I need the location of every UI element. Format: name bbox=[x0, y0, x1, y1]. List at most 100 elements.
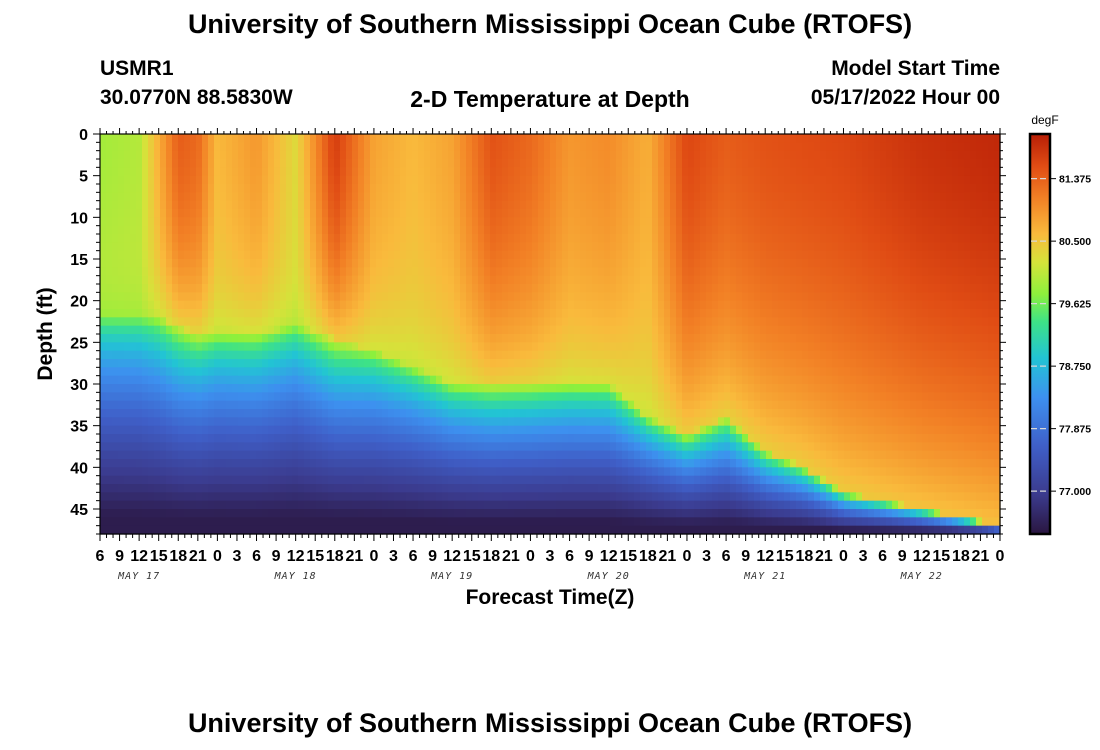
heatmap-cell bbox=[328, 250, 335, 260]
heatmap-cell bbox=[406, 142, 413, 152]
heatmap-cell bbox=[418, 525, 425, 535]
heatmap-cell bbox=[250, 409, 257, 418]
heatmap-cell bbox=[544, 134, 551, 143]
heatmap-cell bbox=[298, 342, 305, 352]
heatmap-cell bbox=[160, 275, 167, 285]
heatmap-cell bbox=[520, 250, 527, 260]
heatmap-cell bbox=[586, 434, 593, 443]
heatmap-cell bbox=[460, 342, 467, 352]
heatmap-cell bbox=[346, 400, 353, 410]
heatmap-cell bbox=[358, 242, 365, 252]
heatmap-cell bbox=[178, 325, 185, 335]
heatmap-cell bbox=[514, 259, 521, 268]
heatmap-cell bbox=[184, 317, 191, 327]
heatmap-cell bbox=[154, 300, 161, 310]
heatmap-cell bbox=[676, 467, 683, 477]
heatmap-cell bbox=[220, 300, 227, 310]
heatmap-cell bbox=[316, 342, 323, 352]
heatmap-cell bbox=[118, 150, 125, 160]
heatmap-cell bbox=[232, 142, 239, 152]
heatmap-cell bbox=[442, 217, 449, 227]
heatmap-cell bbox=[646, 159, 653, 168]
heatmap-cell bbox=[304, 192, 311, 202]
heatmap-cell bbox=[226, 400, 233, 410]
heatmap-cell bbox=[592, 517, 599, 527]
heatmap-cell bbox=[130, 267, 137, 277]
heatmap-cell bbox=[544, 442, 551, 452]
heatmap-cell bbox=[538, 267, 545, 277]
heatmap-cell bbox=[184, 425, 191, 435]
heatmap-cell bbox=[688, 509, 695, 518]
heatmap-cell bbox=[310, 300, 317, 310]
heatmap-cell bbox=[478, 267, 485, 277]
heatmap-cell bbox=[370, 509, 377, 518]
heatmap-cell bbox=[418, 317, 425, 327]
heatmap-cell bbox=[448, 192, 455, 202]
heatmap-cell bbox=[322, 150, 329, 160]
heatmap-cell bbox=[166, 409, 173, 418]
heatmap-cell bbox=[640, 259, 647, 268]
heatmap-cell bbox=[448, 209, 455, 218]
heatmap-cell bbox=[118, 392, 125, 402]
heatmap-cell bbox=[388, 192, 395, 202]
heatmap-cell bbox=[664, 267, 671, 277]
heatmap-cell bbox=[250, 417, 257, 427]
heatmap-cell bbox=[310, 492, 317, 502]
heatmap-cell bbox=[532, 500, 539, 510]
heatmap-cell bbox=[280, 417, 287, 427]
heatmap-cell bbox=[202, 350, 209, 360]
heatmap-cell bbox=[352, 225, 359, 235]
heatmap-cell bbox=[286, 259, 293, 268]
heatmap-cell bbox=[172, 417, 179, 427]
heatmap-cell bbox=[142, 142, 149, 152]
heatmap-cell bbox=[328, 175, 335, 185]
heatmap-cell bbox=[586, 284, 593, 293]
heatmap-cell bbox=[358, 134, 365, 143]
heatmap-cell bbox=[658, 425, 665, 435]
heatmap-cell bbox=[550, 159, 557, 168]
heatmap-cell bbox=[574, 175, 581, 185]
heatmap-cell bbox=[586, 459, 593, 468]
heatmap-cell bbox=[406, 350, 413, 360]
heatmap-cell bbox=[436, 275, 443, 285]
heatmap-cell bbox=[484, 500, 491, 510]
heatmap-cell bbox=[106, 409, 113, 418]
heatmap-cell bbox=[208, 134, 215, 143]
heatmap-cell bbox=[208, 325, 215, 335]
heatmap-cell bbox=[604, 367, 611, 377]
heatmap-cell bbox=[142, 384, 149, 393]
heatmap-cell bbox=[658, 517, 665, 527]
heatmap-cell bbox=[256, 225, 263, 235]
heatmap-cell bbox=[706, 517, 713, 527]
heatmap-cell bbox=[292, 484, 299, 493]
heatmap-cell bbox=[316, 242, 323, 252]
heatmap-cell bbox=[484, 450, 491, 460]
heatmap-cell bbox=[568, 509, 575, 518]
heatmap-cell bbox=[604, 342, 611, 352]
heatmap-cell bbox=[340, 442, 347, 452]
heatmap-cell bbox=[370, 459, 377, 468]
heatmap-cell bbox=[598, 167, 605, 177]
heatmap-cell bbox=[568, 150, 575, 160]
heatmap-cell bbox=[304, 425, 311, 435]
heatmap-cell bbox=[700, 175, 707, 185]
heatmap-cell bbox=[112, 300, 119, 310]
heatmap-cell bbox=[226, 184, 233, 193]
heatmap-cell bbox=[100, 384, 107, 393]
heatmap-cell bbox=[244, 384, 251, 393]
heatmap-cell bbox=[436, 384, 443, 393]
heatmap-cell bbox=[190, 284, 197, 293]
heatmap-cell bbox=[568, 217, 575, 227]
heatmap-cell bbox=[454, 200, 461, 210]
heatmap-cell bbox=[220, 234, 227, 243]
heatmap-cell bbox=[304, 309, 311, 318]
heatmap-cell bbox=[370, 284, 377, 293]
heatmap-cell bbox=[658, 200, 665, 210]
heatmap-cell bbox=[124, 525, 131, 535]
heatmap-cell bbox=[424, 167, 431, 177]
heatmap-cell bbox=[256, 284, 263, 293]
heatmap-cell bbox=[124, 142, 131, 152]
heatmap-cell bbox=[280, 192, 287, 202]
heatmap-cell bbox=[334, 150, 341, 160]
heatmap-cell bbox=[712, 367, 719, 377]
